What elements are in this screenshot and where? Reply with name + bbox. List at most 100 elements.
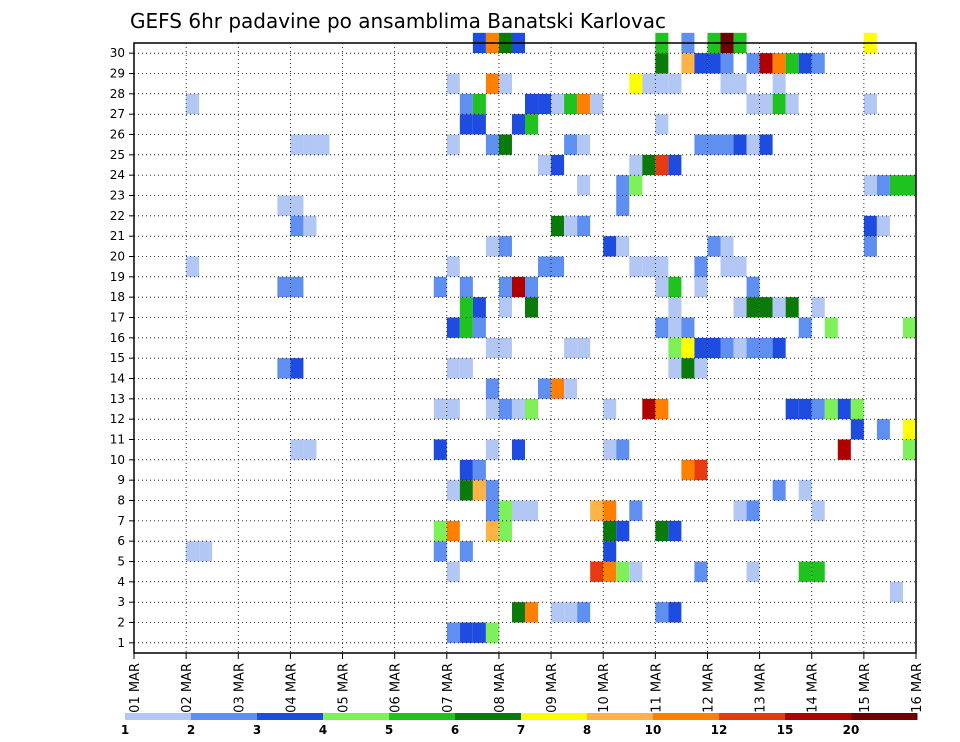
- heatmap-cell: [785, 297, 799, 318]
- heatmap-cell: [902, 419, 916, 440]
- heatmap-cell: [290, 358, 304, 379]
- heatmap-cell: [316, 134, 330, 155]
- y-tick-label: 13: [110, 392, 125, 406]
- heatmap-cell: [681, 337, 695, 359]
- y-tick-layer: 1234567891011121314151617181920212223242…: [110, 46, 134, 650]
- heatmap-cell: [707, 134, 721, 155]
- y-tick-label: 30: [110, 46, 125, 60]
- heatmap-cell: [629, 256, 643, 277]
- heatmap-cell: [759, 53, 773, 74]
- heatmap-cell: [485, 73, 499, 94]
- heatmap-cell: [498, 398, 512, 420]
- colorbar-swatch: [785, 713, 852, 720]
- heatmap-cell: [446, 134, 460, 155]
- heatmap-cell: [629, 500, 643, 521]
- heatmap-cell: [459, 317, 473, 338]
- heatmap-cell: [590, 561, 604, 582]
- heatmap-cell: [498, 500, 512, 521]
- heatmap-cell: [733, 256, 747, 277]
- heatmap-cell: [811, 398, 825, 420]
- heatmap-cell: [577, 175, 591, 196]
- heatmap-cell: [785, 398, 799, 420]
- heatmap-cell: [577, 337, 591, 359]
- colorbar-label: 7: [517, 723, 525, 737]
- heatmap-cell: [616, 175, 630, 196]
- colorbar-swatch: [521, 713, 588, 720]
- heatmap-cell: [720, 337, 734, 359]
- heatmap-cell: [863, 175, 877, 196]
- heatmap-cell: [746, 500, 760, 521]
- heatmap-cell: [616, 195, 630, 216]
- heatmap-cell: [694, 459, 708, 481]
- heatmap-cell: [785, 53, 799, 74]
- x-tick-label: 13 MAR: [754, 663, 769, 713]
- heatmap-cell: [446, 398, 460, 420]
- y-tick-label: 25: [110, 148, 125, 162]
- heatmap-cell: [668, 154, 682, 176]
- heatmap-cell: [290, 215, 304, 237]
- x-tick-label: 09 MAR: [545, 663, 560, 713]
- heatmap-cell: [564, 602, 578, 623]
- heatmap-cell: [863, 215, 877, 237]
- heatmap-cell: [746, 134, 760, 155]
- y-tick-label: 28: [110, 87, 125, 101]
- heatmap-cell: [525, 602, 539, 623]
- heatmap-cell: [459, 459, 473, 481]
- heatmap-cell: [707, 337, 721, 359]
- heatmap-cell: [538, 154, 552, 176]
- heatmap-cell: [511, 398, 525, 420]
- heatmap-cell: [472, 459, 486, 481]
- heatmap-cell: [459, 114, 473, 135]
- y-tick-label: 22: [110, 209, 125, 223]
- heatmap-cell: [655, 317, 669, 338]
- heatmap-cell: [511, 276, 525, 298]
- heatmap-cell: [642, 256, 656, 277]
- heatmap-cell: [446, 622, 460, 643]
- heatmap-cell: [863, 236, 877, 257]
- heatmap-cell: [616, 561, 630, 582]
- y-tick-label: 11: [110, 433, 125, 447]
- heatmap-cell: [629, 561, 643, 582]
- x-tick-label: 04 MAR: [284, 663, 299, 713]
- heatmap-cell: [733, 134, 747, 155]
- colorbar-label: 10: [645, 723, 662, 737]
- heatmap-cell: [694, 358, 708, 379]
- x-tick-label: 12 MAR: [701, 663, 716, 713]
- heatmap-cell: [668, 276, 682, 298]
- heatmap-cell: [837, 439, 851, 460]
- x-tick-label: 10 MAR: [597, 663, 612, 713]
- heatmap-cell: [277, 276, 291, 298]
- x-tick-label: 11 MAR: [649, 663, 664, 713]
- y-tick-label: 29: [110, 67, 125, 81]
- y-tick-label: 2: [117, 616, 125, 630]
- heatmap-cell: [472, 317, 486, 338]
- colorbar-swatch: [125, 713, 192, 720]
- heatmap-cell: [459, 541, 473, 562]
- heatmap-cell: [498, 297, 512, 318]
- heatmap-cell: [655, 73, 669, 94]
- heatmap-cell: [459, 622, 473, 643]
- heatmap-cell: [629, 154, 643, 176]
- y-tick-label: 4: [117, 575, 125, 589]
- x-tick-layer: 01 MAR 02 MAR 03 MAR 04 MAR 05 MAR 06 MAR 07 M…: [128, 653, 925, 713]
- heatmap-cell: [277, 358, 291, 379]
- heatmap-cell: [498, 236, 512, 257]
- heatmap-cell: [746, 561, 760, 582]
- heatmap-cell: [433, 276, 447, 298]
- heatmap-cell: [290, 134, 304, 155]
- heatmap-cell: [538, 378, 552, 399]
- heatmap-cell: [681, 53, 695, 74]
- heatmap-cell: [577, 215, 591, 237]
- heatmap-cell: [668, 337, 682, 359]
- heatmap-cell: [485, 337, 499, 359]
- heatmap-cell: [720, 256, 734, 277]
- heatmap-cell: [290, 195, 304, 216]
- heatmap-cell: [485, 500, 499, 521]
- heatmap-cell: [525, 114, 539, 135]
- heatmap-cell: [551, 378, 565, 399]
- y-tick-label: 1: [117, 636, 125, 650]
- heatmap-cell: [655, 520, 669, 542]
- heatmap-cell: [577, 602, 591, 623]
- colorbar-label: 3: [253, 723, 261, 737]
- colorbar-label: 2: [187, 723, 195, 737]
